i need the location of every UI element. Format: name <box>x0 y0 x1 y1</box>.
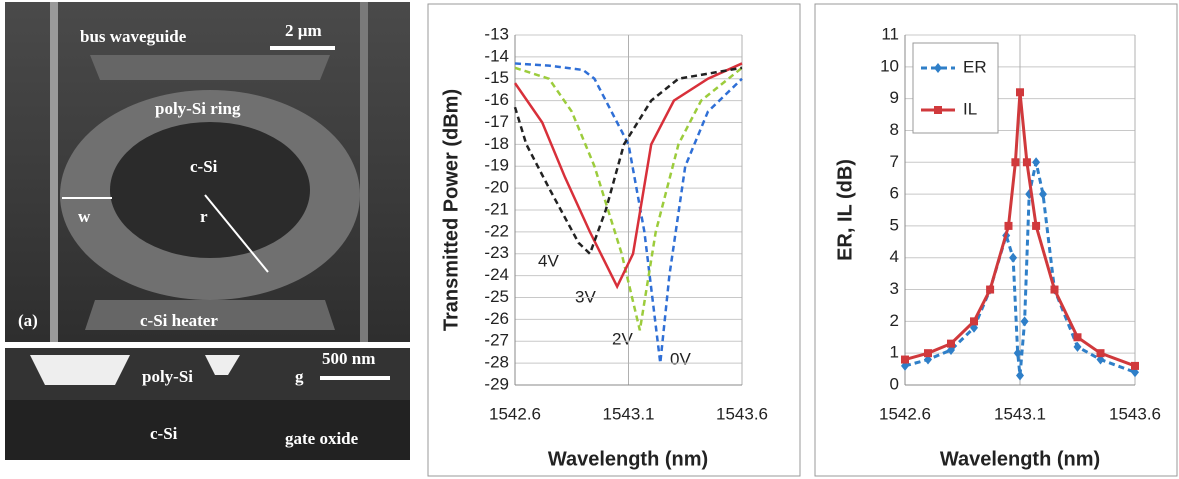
y-tick-label: -27 <box>484 331 509 350</box>
label: gate oxide <box>285 429 359 448</box>
label: bus waveguide <box>80 27 187 46</box>
y-tick-label: 1 <box>890 343 899 362</box>
label: 2 µm <box>285 21 322 40</box>
marker <box>947 339 955 348</box>
marker <box>1096 349 1105 358</box>
marker <box>1009 252 1018 263</box>
y-tick-label: -14 <box>484 46 509 65</box>
label: (a) <box>18 311 38 330</box>
series-line <box>513 62 743 290</box>
legend-marker <box>934 63 942 73</box>
legend-label: ER <box>963 57 987 76</box>
panel-border <box>427 3 801 477</box>
y-tick-label: 7 <box>890 152 899 171</box>
y-tick-label: 4 <box>890 247 899 266</box>
marker <box>1016 88 1024 97</box>
y-tick-label: -29 <box>484 374 509 393</box>
y-tick-label: -15 <box>484 68 509 87</box>
y-tick-label: -23 <box>484 243 509 262</box>
label: 500 nm <box>322 349 375 368</box>
series-label: 4V <box>538 251 559 270</box>
y-tick-label: -13 <box>484 24 509 43</box>
legend-box <box>912 42 999 134</box>
marker <box>1032 221 1041 230</box>
marker <box>986 285 995 294</box>
sem-image: bus waveguide 2 µm poly-Si ring c-Si w r… <box>5 2 410 460</box>
y-tick-label: -21 <box>484 199 509 218</box>
marker <box>1016 370 1024 381</box>
marker <box>1004 221 1013 230</box>
legend-marker <box>934 106 942 114</box>
x-tick-label: 1543.6 <box>716 404 768 423</box>
marker <box>1032 157 1041 168</box>
series-line <box>514 66 743 331</box>
marker <box>1020 316 1029 327</box>
marker <box>1039 189 1047 200</box>
y-tick-label: 2 <box>890 311 899 330</box>
y-tick-label: 6 <box>890 184 899 203</box>
marker <box>924 349 932 358</box>
legend-label: IL <box>963 99 977 118</box>
series-line <box>514 62 743 364</box>
ring-core <box>110 122 310 258</box>
panel-border <box>814 3 1178 477</box>
y-tick-label: -20 <box>484 178 509 197</box>
x-tick-label: 1542.6 <box>489 404 541 423</box>
y-tick-label: -19 <box>484 156 509 175</box>
label: c-Si <box>190 157 218 176</box>
label: poly-Si <box>142 367 193 386</box>
r-arrow <box>204 194 269 273</box>
y-tick-label: 5 <box>890 215 899 234</box>
series-label: 3V <box>575 287 596 306</box>
contact <box>90 55 330 80</box>
label: c-Si heater <box>140 311 218 330</box>
cross-section <box>205 355 240 375</box>
y-tick-label: -26 <box>484 309 509 328</box>
marker <box>1131 361 1139 370</box>
x-tick-label: 1543.1 <box>603 404 655 423</box>
marker <box>1022 158 1031 167</box>
marker <box>1050 285 1059 294</box>
series-label: 2V <box>612 329 633 348</box>
y-tick-label: -24 <box>484 265 509 284</box>
x-tick-label: 1543.1 <box>994 404 1046 423</box>
label: w <box>78 207 91 226</box>
marker <box>1013 348 1022 359</box>
y-axis-title: Transmitted Power (dBm) <box>440 89 462 331</box>
marker <box>970 317 978 326</box>
y-tick-label: 8 <box>890 120 899 139</box>
label: poly-Si ring <box>155 99 241 118</box>
y-tick-label: -28 <box>484 353 509 372</box>
label: g <box>295 367 304 386</box>
bus-waveguide <box>50 2 58 342</box>
y-tick-label: -17 <box>484 112 509 131</box>
y-tick-label: 9 <box>890 88 899 107</box>
label: c-Si <box>150 424 178 443</box>
y-axis-title: ER, IL (dB) <box>834 159 856 261</box>
y-tick-label: -22 <box>484 221 509 240</box>
cross-section <box>30 355 130 385</box>
x-tick-label: 1542.6 <box>879 404 931 423</box>
marker <box>1011 158 1020 167</box>
x-axis-title: Wavelength (nm) <box>548 448 708 470</box>
x-axis-title: Wavelength (nm) <box>940 448 1100 470</box>
y-tick-label: 11 <box>881 24 899 43</box>
y-tick-label: -16 <box>484 90 509 109</box>
x-tick-label: 1543.6 <box>1109 404 1161 423</box>
heater <box>85 300 335 330</box>
substrate <box>5 400 410 460</box>
y-tick-label: 3 <box>890 279 899 298</box>
y-tick-label: -18 <box>484 134 509 153</box>
series-line <box>513 66 743 256</box>
label: r <box>200 207 208 226</box>
y-tick-label: -25 <box>484 287 509 306</box>
edge <box>360 2 368 342</box>
marker <box>901 355 909 364</box>
y-tick-label: 10 <box>880 56 899 75</box>
marker <box>1073 333 1082 342</box>
marker <box>1073 341 1082 352</box>
series-label: 0V <box>670 349 691 368</box>
y-tick-label: 0 <box>890 374 899 393</box>
